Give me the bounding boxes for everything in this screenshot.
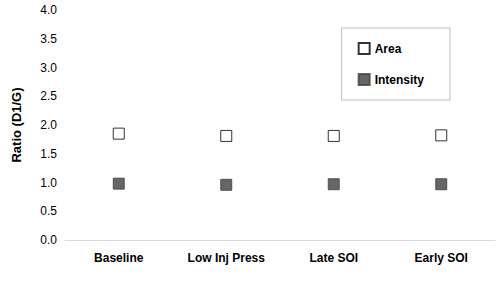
svg-text:4.0: 4.0 — [40, 3, 57, 17]
svg-text:Area: Area — [375, 42, 402, 56]
svg-text:1.0: 1.0 — [40, 176, 57, 190]
svg-text:1.5: 1.5 — [40, 147, 57, 161]
svg-text:Baseline: Baseline — [94, 251, 144, 265]
svg-text:2.0: 2.0 — [40, 118, 57, 132]
svg-text:Late SOI: Late SOI — [309, 251, 358, 265]
svg-text:0.5: 0.5 — [40, 204, 57, 218]
svg-text:Ratio (D1/G): Ratio (D1/G) — [9, 87, 24, 162]
svg-text:Low Inj Press: Low Inj Press — [188, 251, 266, 265]
svg-text:3.0: 3.0 — [40, 61, 57, 75]
svg-text:Intensity: Intensity — [375, 73, 425, 87]
svg-text:Early SOI: Early SOI — [415, 251, 468, 265]
svg-text:0.0: 0.0 — [40, 233, 57, 247]
svg-text:2.5: 2.5 — [40, 89, 57, 103]
svg-text:3.5: 3.5 — [40, 32, 57, 46]
